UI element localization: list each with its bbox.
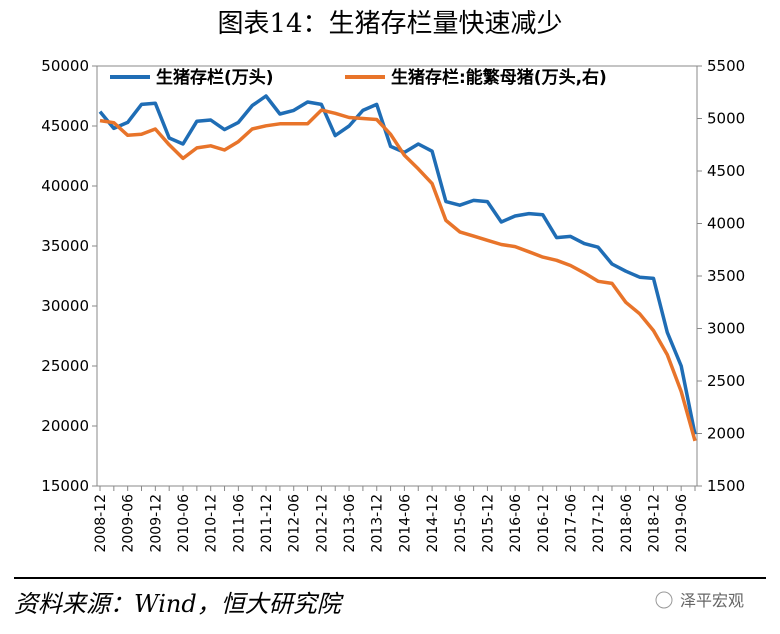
y-tick-label: 40000 xyxy=(41,177,89,195)
x-tick-label: 2012-06 xyxy=(287,494,303,553)
x-tick-label: 2011-12 xyxy=(259,494,275,553)
y2-tick-label: 2000 xyxy=(707,425,745,443)
y-tick-label: 15000 xyxy=(41,477,89,495)
x-tick-label: 2017-12 xyxy=(591,494,607,553)
x-tick-label: 2018-06 xyxy=(619,494,635,553)
legend-label: 生猪存栏:能繁母猪(万头,右) xyxy=(391,67,607,88)
y2-tick-label: 4000 xyxy=(707,215,745,233)
y2-tick-label: 5500 xyxy=(707,57,745,75)
y-tick-label: 45000 xyxy=(41,117,89,135)
x-tick-label: 2014-06 xyxy=(397,494,413,553)
x-tick-label: 2010-12 xyxy=(204,494,220,553)
watermark-icon xyxy=(655,591,673,609)
y-tick-label: 30000 xyxy=(41,297,89,315)
x-tick-label: 2009-12 xyxy=(148,494,164,553)
chart-title: 图表14：生猪存栏量快速减少 xyxy=(217,9,562,39)
y2-tick-label: 1500 xyxy=(707,477,745,495)
y-tick-label: 25000 xyxy=(41,357,89,375)
x-tick-label: 2010-06 xyxy=(176,494,192,553)
y2-tick-label: 3500 xyxy=(707,267,745,285)
y2-tick-label: 4500 xyxy=(707,162,745,180)
x-tick-label: 2013-06 xyxy=(342,494,358,553)
legend-label: 生猪存栏(万头) xyxy=(156,67,274,88)
x-tick-label: 2011-06 xyxy=(231,494,247,553)
y2-tick-label: 3000 xyxy=(707,320,745,338)
x-tick-label: 2009-06 xyxy=(121,494,137,553)
y-tick-label: 20000 xyxy=(41,417,89,435)
x-tick-label: 2015-12 xyxy=(480,494,496,552)
x-tick-label: 2008-12 xyxy=(93,494,109,553)
y2-tick-label: 2500 xyxy=(707,372,745,390)
x-tick-label: 2015-06 xyxy=(453,494,469,553)
x-tick-label: 2014-12 xyxy=(425,494,441,553)
x-tick-label: 2019-06 xyxy=(674,494,690,553)
series-line xyxy=(98,94,697,435)
y2-tick-label: 5000 xyxy=(707,110,745,128)
series-line xyxy=(99,108,697,442)
x-tick-label: 2012-12 xyxy=(314,494,330,553)
x-tick-label: 2013-12 xyxy=(370,494,386,553)
x-tick-label: 2016-06 xyxy=(508,494,524,553)
x-tick-label: 2017-06 xyxy=(563,494,579,553)
y-tick-label: 35000 xyxy=(41,237,89,255)
plot-frame xyxy=(96,65,698,487)
watermark: 泽平宏观 xyxy=(680,591,744,610)
x-tick-label: 2018-12 xyxy=(646,494,662,553)
x-tick-label: 2016-12 xyxy=(536,494,552,553)
y-tick-label: 50000 xyxy=(41,57,89,75)
source: 资料来源：Wind，恒大研究院 xyxy=(14,590,345,618)
